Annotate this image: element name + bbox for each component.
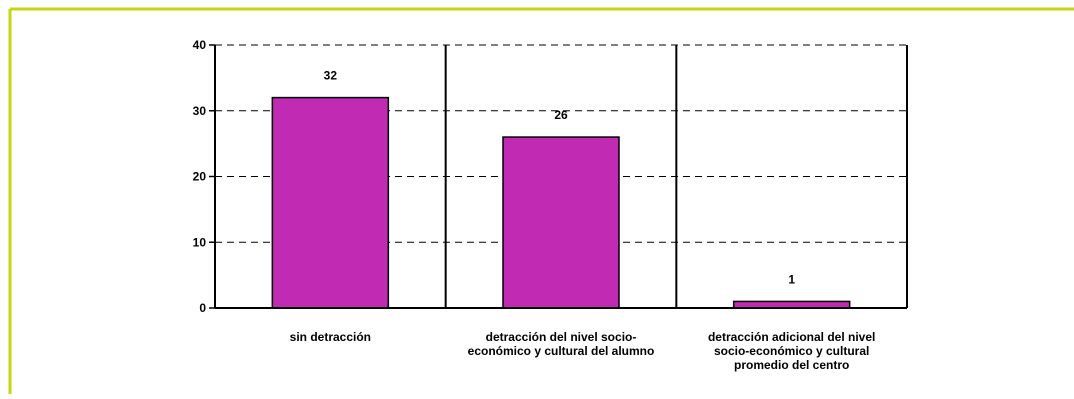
y-tick-label: 20	[193, 170, 207, 184]
x-tick-label-line: promedio del centro	[734, 358, 849, 372]
y-axis-ticks: 0 10 20 30 40	[193, 38, 215, 315]
data-label: 26	[554, 108, 568, 122]
category-dividers	[444, 45, 678, 308]
x-tick-label: detracción adicional del nivel socio-econ…	[708, 330, 875, 372]
axes	[214, 45, 908, 309]
y-tick-label: 40	[193, 38, 207, 52]
x-tick-label-line: detracción adicional del nivel	[708, 330, 875, 344]
grid-lines	[215, 44, 907, 243]
data-label: 1	[788, 272, 795, 286]
x-tick-label-line: socio-económico y cultural	[714, 344, 869, 358]
bars	[271, 96, 851, 309]
data-label: 32	[324, 69, 338, 83]
y-tick-label: 0	[199, 301, 206, 315]
x-tick-label: sin detracción	[290, 330, 371, 344]
bar	[502, 136, 620, 309]
x-tick-label: detracción del nivel socio-económico y c…	[468, 330, 655, 358]
data-labels: 32 26 1	[324, 69, 796, 287]
bar	[271, 96, 390, 309]
x-tick-label-line: económico y cultural del alumno	[468, 344, 655, 358]
x-tick-label-line: sin detracción	[290, 330, 371, 344]
y-tick-label: 10	[193, 235, 207, 249]
x-axis-labels: sin detracción detracción del nivel socio…	[290, 330, 876, 372]
y-tick-label: 30	[193, 104, 207, 118]
x-tick-label-line: detracción del nivel socio-	[486, 330, 637, 344]
